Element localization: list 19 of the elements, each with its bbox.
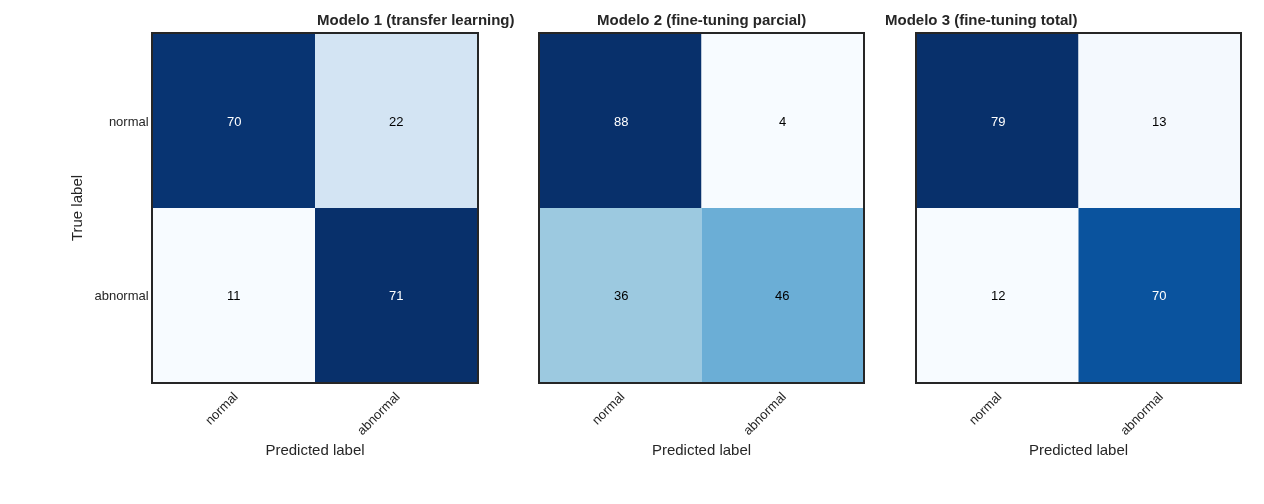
data-label: 11 — [227, 288, 241, 303]
data-label: 12 — [991, 288, 1006, 303]
chart-title: Modelo 3 (fine-tuning total) — [885, 11, 1078, 28]
data-label: 79 — [991, 114, 1006, 129]
y-axis-title: True label — [68, 174, 86, 242]
data-label: 70 — [227, 114, 242, 129]
data-label: 46 — [775, 288, 790, 303]
x-axis-title: Predicted label — [265, 441, 365, 459]
data-label: 36 — [614, 288, 629, 303]
data-label: 88 — [614, 114, 629, 129]
data-label: 22 — [389, 114, 404, 129]
data-label: 70 — [1152, 288, 1167, 303]
chart-title: Modelo 2 (fine-tuning parcial) — [597, 11, 807, 28]
chart-title: Modelo 1 (transfer learning) — [317, 11, 515, 28]
data-label: 13 — [1152, 114, 1167, 129]
x-axis-title: Predicted label — [651, 441, 752, 459]
data-label: 4 — [779, 114, 787, 129]
data-label: 71 — [389, 288, 404, 303]
x-axis-title: Predicted label — [1028, 441, 1129, 459]
